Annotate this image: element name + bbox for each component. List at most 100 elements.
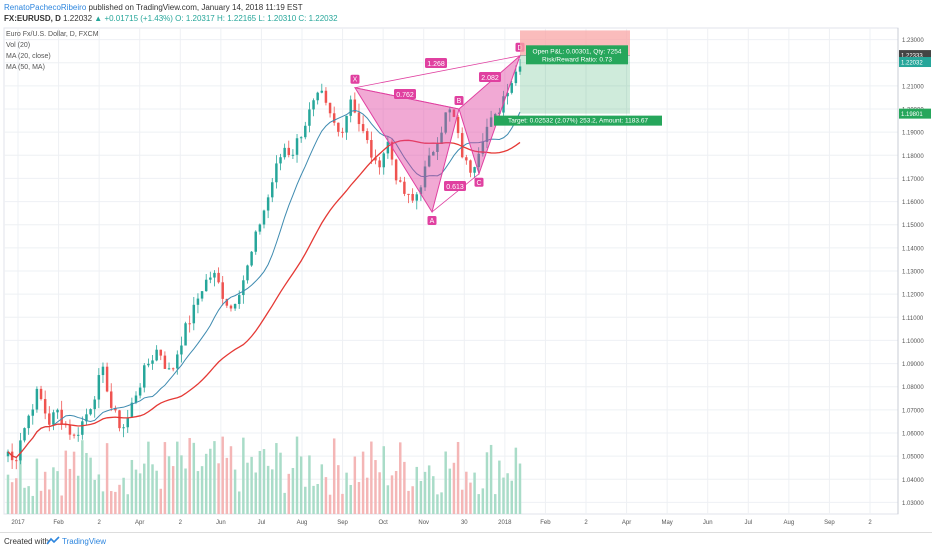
volume-bar — [481, 488, 485, 514]
candle-body — [184, 323, 187, 346]
volume-bar — [432, 476, 435, 514]
volume-bar — [353, 456, 357, 514]
volume-bar — [167, 456, 171, 514]
candle-body — [448, 109, 452, 113]
volume-bar — [332, 438, 336, 514]
candle-body — [332, 113, 336, 123]
volume-bar — [403, 461, 406, 514]
volume-bar — [349, 484, 352, 514]
pattern-point-label: B — [457, 98, 462, 105]
x-tick-label: Jun — [216, 520, 226, 526]
volume-bar — [118, 484, 121, 514]
candle-body — [229, 305, 233, 309]
candle-body — [246, 265, 249, 281]
volume-bar — [15, 478, 18, 514]
volume-bar — [382, 446, 385, 514]
candle-body — [147, 363, 150, 366]
volume-bar — [48, 489, 51, 514]
candle-body — [374, 157, 377, 161]
price-axis-label-text: 1.22032 — [901, 61, 923, 67]
volume-bar — [163, 442, 167, 514]
volume-bar — [436, 494, 439, 514]
candle-body — [134, 395, 138, 403]
candle-body — [370, 140, 373, 158]
candle-body — [233, 303, 237, 309]
symbol-label[interactable]: FX:EURUSD, D — [4, 14, 61, 23]
ohlc-values: O: 1.20317 H: 1.22165 L: 1.20310 C: 1.22… — [175, 14, 338, 23]
candle-body — [159, 349, 163, 356]
candle-body — [27, 415, 30, 429]
legend-ma-20[interactable]: MA (20, close) — [6, 53, 51, 60]
ratio-label: 2.082 — [481, 75, 499, 82]
x-tick-label: Oct — [378, 520, 388, 526]
candle-body — [510, 83, 513, 93]
volume-bar — [35, 458, 39, 514]
volume-bar — [320, 464, 324, 514]
volume-bar — [196, 471, 200, 514]
candle-body — [403, 181, 406, 194]
volume-bar — [514, 447, 518, 514]
candle-body — [279, 157, 282, 164]
volume-bar — [316, 483, 319, 514]
volume-bar — [489, 444, 493, 514]
candle-body — [275, 163, 278, 183]
volume-bar — [176, 441, 179, 514]
volume-bar — [279, 452, 282, 514]
candle-body — [460, 133, 464, 158]
pattern-point-marker — [350, 74, 360, 84]
volume-bar — [365, 477, 369, 514]
candle-body — [295, 138, 299, 155]
candle-body — [481, 141, 485, 154]
y-tick-label: 1.09000 — [902, 362, 924, 368]
candle-body — [155, 349, 158, 361]
volume-bar — [27, 486, 30, 514]
candle-body — [440, 132, 443, 144]
candle-body — [204, 279, 208, 292]
volume-bar — [147, 441, 150, 514]
x-tick-label: 30 — [461, 520, 468, 526]
volume-bar — [64, 450, 68, 514]
candle-body — [19, 440, 22, 461]
candle-body — [176, 354, 179, 369]
candle-body — [93, 399, 96, 410]
volume-bar — [308, 455, 311, 514]
pnl-label-box — [526, 45, 628, 65]
tradingview-logo-icon — [46, 536, 60, 545]
candle-body — [39, 388, 43, 400]
candle-body — [192, 304, 196, 324]
volume-bar — [415, 466, 419, 514]
volume-bar — [469, 482, 472, 514]
candle-body — [469, 160, 472, 173]
legend-volume[interactable]: Vol (20) — [6, 42, 31, 49]
candle-body — [188, 323, 191, 325]
ratio-badge — [444, 181, 466, 191]
tradingview-brand[interactable]: TradingView — [62, 537, 107, 546]
x-tick-label: Feb — [53, 520, 64, 526]
author-link[interactable]: RenatoPachecoRibeiro — [4, 3, 87, 12]
volume-bar — [76, 475, 80, 514]
candle-body — [407, 193, 410, 195]
volume-bar — [460, 489, 464, 514]
volume-bar — [493, 494, 497, 514]
volume-bar — [184, 468, 187, 514]
candle-body — [171, 368, 175, 370]
pattern-point-label: C — [476, 180, 481, 187]
candle-body — [304, 125, 307, 138]
legend-instrument[interactable]: Euro Fx/U.S. Dollar, D, FXCM — [6, 31, 99, 38]
volume-bar — [85, 452, 88, 514]
candle-body — [72, 434, 76, 436]
volume-bar — [456, 441, 460, 514]
candle-body — [118, 410, 121, 429]
chart-header: RenatoPachecoRibeiro published on Tradin… — [0, 0, 932, 28]
last-price: 1.22032 — [63, 14, 93, 23]
volume-bar — [485, 452, 489, 514]
candle-body — [258, 224, 262, 232]
candle-body — [320, 90, 324, 93]
x-tick-label: May — [661, 520, 672, 526]
volume-bar — [287, 473, 291, 514]
candle-body — [122, 427, 125, 429]
volume-bar — [262, 449, 266, 514]
volume-bar — [81, 440, 84, 514]
legend-ma-50[interactable]: MA (50, MA) — [6, 64, 45, 71]
